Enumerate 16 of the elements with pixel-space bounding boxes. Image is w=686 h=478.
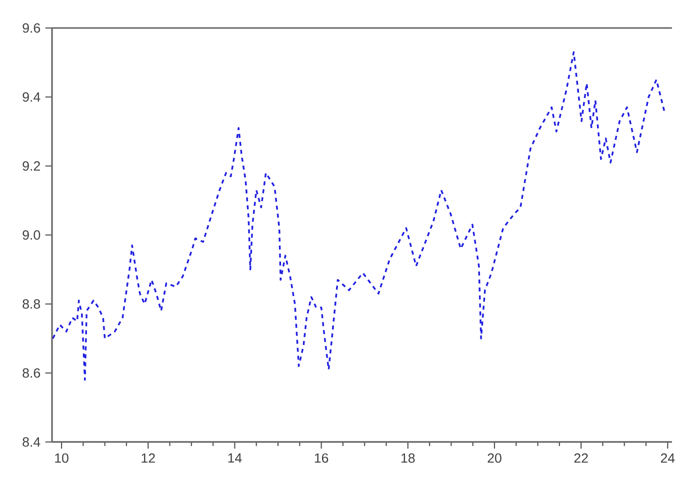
x-tick-label: 16 (314, 453, 328, 463)
x-tick-label: 10 (55, 453, 68, 463)
line-series (52, 51, 666, 381)
x-tick-label: 14 (228, 453, 242, 463)
y-tick-label: 9.0 (22, 230, 40, 240)
y-tick-label: 9.2 (22, 161, 40, 171)
y-tick-label: 8.8 (22, 299, 40, 309)
y-tick-label: 9.6 (22, 23, 40, 33)
y-tick-label: 8.4 (22, 437, 40, 447)
x-tick-label: 12 (142, 453, 155, 463)
y-tick-label: 9.4 (22, 92, 40, 102)
x-tick-label: 20 (488, 453, 502, 463)
x-tick-label: 18 (402, 453, 415, 463)
x-tick-label: 24 (660, 453, 675, 463)
x-tick-label: 22 (574, 453, 588, 463)
y-tick-label: 8.6 (22, 368, 40, 378)
